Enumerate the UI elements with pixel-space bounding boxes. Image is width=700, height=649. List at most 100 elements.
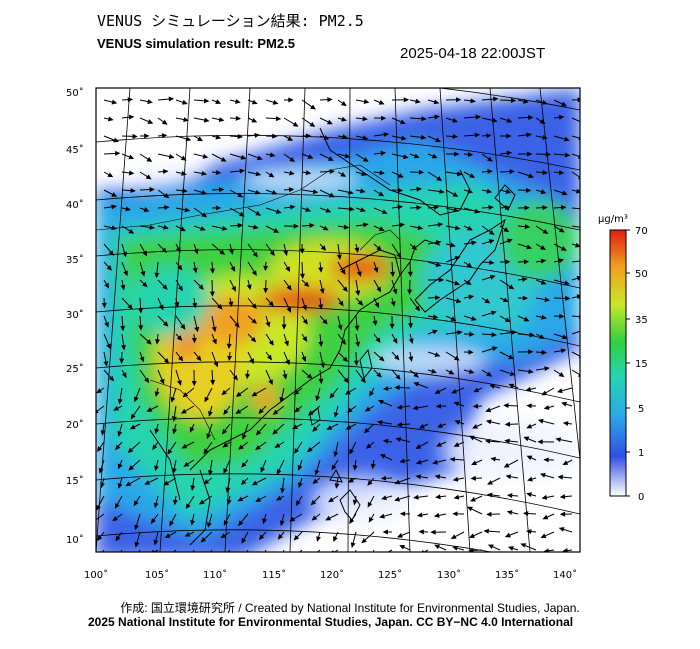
wind-arrowhead: [144, 480, 151, 485]
wind-arrowhead: [251, 318, 257, 324]
wind-arrowhead: [506, 150, 513, 156]
wind-arrowhead: [208, 410, 213, 417]
wind-arrowhead: [349, 206, 355, 212]
wind-arrowhead: [333, 536, 338, 542]
wind-arrowhead: [408, 323, 414, 329]
wind-arrowhead: [342, 134, 348, 140]
wind-arrowhead: [352, 499, 358, 506]
wind-arrowhead: [525, 386, 532, 392]
wind-arrowhead: [228, 249, 234, 255]
wind-arrowhead: [487, 480, 493, 485]
pm25-field: [96, 88, 580, 552]
wind-arrowhead: [143, 207, 150, 212]
wind-arrowhead: [162, 321, 169, 327]
wind-arrowhead: [475, 114, 482, 120]
wind-arrowhead: [382, 529, 388, 535]
wind-arrow: [423, 549, 429, 552]
wind-arrowhead: [221, 389, 227, 396]
wind-arrowhead: [473, 387, 480, 393]
lon-labels: 100˚ 105˚ 110˚ 115˚ 120˚ 125˚ 130˚ 135˚ …: [84, 569, 577, 581]
wind-arrowhead: [305, 133, 312, 139]
wind-arrowhead: [147, 99, 153, 105]
wind-arrowhead: [470, 98, 476, 104]
wind-arrowhead: [220, 156, 227, 162]
wind-arrowhead: [180, 226, 186, 232]
wind-arrowhead: [432, 329, 439, 335]
wind-arrowhead: [239, 168, 246, 174]
wind-arrowhead: [544, 297, 551, 303]
wind-arrowhead: [468, 294, 475, 300]
wind-arrowhead: [189, 426, 195, 433]
wind-arrowhead: [115, 444, 121, 451]
wind-arrowhead: [125, 206, 131, 212]
wind-arrowhead: [437, 423, 443, 428]
wind-arrowhead: [286, 307, 291, 313]
wind-arrowhead: [413, 372, 419, 378]
wind-arrowhead: [272, 409, 279, 415]
wind-arrowhead: [503, 297, 509, 303]
wind-arrowhead: [213, 361, 219, 368]
wind-arrowhead: [203, 98, 210, 104]
wind-arrowhead: [269, 152, 276, 158]
wind-arrowhead: [344, 153, 351, 159]
wind-arrowhead: [185, 136, 192, 142]
lat-label: 10˚: [66, 534, 84, 546]
wind-arrowhead: [294, 407, 300, 413]
wind-arrowhead: [281, 554, 284, 558]
wind-arrowhead: [314, 469, 320, 476]
wind-arrowhead: [255, 444, 261, 451]
wind-arrowhead: [543, 405, 550, 410]
wind-arrowhead: [489, 383, 496, 389]
wind-arrowhead: [134, 396, 139, 403]
wind-arrowhead: [434, 352, 441, 357]
wind-arrowhead: [268, 340, 274, 346]
wind-arrowhead: [506, 238, 513, 244]
wind-arrowhead: [240, 154, 247, 160]
wind-arrowhead: [576, 276, 580, 281]
wind-arrowhead: [144, 133, 150, 139]
colorbar-tick: 5: [638, 404, 644, 415]
wind-arrow: [571, 135, 580, 139]
wind-arrowhead: [449, 456, 456, 462]
wind-arrowhead: [524, 224, 531, 230]
wind-arrowhead: [138, 325, 144, 331]
wind-arrowhead: [506, 510, 513, 515]
wind-arrowhead: [419, 423, 425, 429]
wind-arrowhead: [142, 250, 148, 257]
lat-label: 30˚: [66, 309, 84, 321]
wind-arrow: [571, 330, 580, 335]
wind-arrowhead: [262, 518, 267, 525]
wind-arrowhead: [138, 308, 144, 314]
wind-arrowhead: [382, 438, 389, 444]
wind-arrowhead: [226, 343, 232, 350]
lat-label: 15˚: [66, 475, 84, 487]
license-line: 2025 National Institute for Environmenta…: [88, 615, 574, 629]
wind-arrowhead: [209, 268, 215, 274]
wind-arrowhead: [394, 479, 401, 485]
wind-arrowhead: [504, 532, 511, 538]
wind-arrowhead: [527, 476, 533, 482]
wind-arrowhead: [197, 136, 203, 142]
wind-arrowhead: [163, 224, 169, 230]
wind-arrowhead: [117, 398, 123, 405]
colorbar-tick: 15: [635, 359, 648, 370]
wind-arrowhead: [285, 266, 291, 272]
wind-arrowhead: [128, 228, 135, 234]
wind-arrowhead: [311, 515, 318, 521]
wind-arrowhead: [154, 428, 160, 435]
wind-arrowhead: [436, 442, 442, 447]
wind-arrowhead: [312, 426, 318, 432]
wind-arrowhead: [526, 455, 533, 461]
wind-arrowhead: [538, 334, 545, 339]
wind-arrowhead: [542, 229, 549, 235]
wind-arrowhead: [215, 134, 222, 140]
wind-arrowhead: [418, 529, 424, 535]
wind-arrowhead: [564, 280, 570, 286]
wind-arrowhead: [198, 284, 204, 290]
wind-arrowhead: [488, 204, 494, 210]
wind-arrowhead: [241, 537, 247, 544]
wind-arrowhead: [381, 209, 388, 214]
wind-arrowhead: [454, 151, 460, 157]
wind-arrowhead: [133, 500, 139, 507]
wind-arrowhead: [485, 419, 492, 425]
